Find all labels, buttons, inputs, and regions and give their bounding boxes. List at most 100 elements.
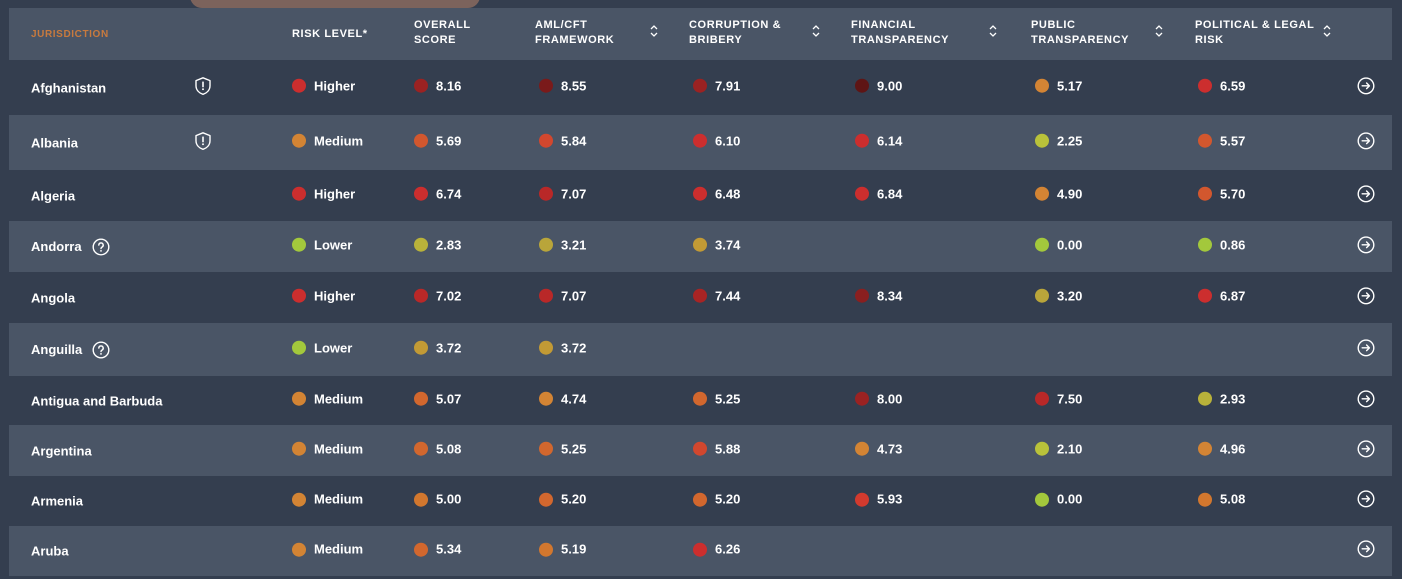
financial-transparency-score: 8.00 xyxy=(855,391,902,406)
score-value: 4.90 xyxy=(1057,186,1083,202)
country-name[interactable]: Aruba xyxy=(31,543,69,559)
country-name[interactable]: Afghanistan xyxy=(31,80,107,95)
help-circle-icon[interactable] xyxy=(92,340,110,359)
header-overall-line2: SCORE xyxy=(414,34,457,46)
score-value: 0.00 xyxy=(1057,491,1083,507)
arrow-right-circle-icon[interactable] xyxy=(1357,131,1375,149)
score-value: 6.87 xyxy=(1220,288,1246,304)
risk-indicator-dot xyxy=(292,237,306,252)
risk-level: Higher xyxy=(292,78,355,93)
shield-alert-icon[interactable] xyxy=(193,76,213,96)
country-name[interactable]: Antigua and Barbuda xyxy=(31,393,163,408)
score-indicator-dot xyxy=(1035,391,1049,406)
header-aml-cft[interactable]: AML/CFT FRAMEWORK xyxy=(535,18,614,48)
sort-corruption-icon[interactable] xyxy=(812,25,820,37)
score-value: 5.07 xyxy=(436,391,462,407)
risk-level-label: Higher xyxy=(314,78,356,94)
table-row[interactable]: Andorra Lower 2.83 3.21 3.74 0.00 0.86 xyxy=(9,221,1392,272)
public-transparency-score: 0.00 xyxy=(1035,492,1082,507)
country-name[interactable]: Andorra xyxy=(31,239,82,254)
header-financial-transparency[interactable]: FINANCIAL TRANSPARENCY xyxy=(851,18,949,48)
sort-political-icon[interactable] xyxy=(1323,25,1331,37)
country-name[interactable]: Anguilla xyxy=(31,342,83,357)
table-row[interactable]: Albania Medium 5.69 5.84 6.10 6.14 2.25 5.57 xyxy=(9,115,1392,170)
risk-level-label: Lower xyxy=(314,237,353,253)
score-value: 5.25 xyxy=(715,391,741,407)
public-transparency-score: 3.20 xyxy=(1035,288,1082,303)
arrow-right-circle-icon[interactable] xyxy=(1357,76,1375,94)
aml-cft-score: 3.72 xyxy=(539,340,586,355)
country-name[interactable]: Albania xyxy=(31,135,78,150)
arrow-right-circle-icon[interactable] xyxy=(1357,490,1375,508)
public-transparency-score: 0.00 xyxy=(1035,237,1082,252)
table-row[interactable]: Armenia Medium 5.00 5.20 5.20 5.93 0.00 5.08 xyxy=(9,476,1392,526)
table-row[interactable]: Afghanistan Higher 8.16 8.55 7.91 9.00 5.17 6.5… xyxy=(9,60,1392,115)
aml-cft-score: 5.20 xyxy=(539,492,586,507)
score-indicator-dot xyxy=(693,186,707,201)
risk-level: Medium xyxy=(292,441,363,456)
score-indicator-dot xyxy=(693,391,707,406)
country-name[interactable]: Armenia xyxy=(31,493,84,509)
header-pol-line1: POLITICAL & LEGAL xyxy=(1195,19,1315,31)
risk-level-label: Higher xyxy=(314,288,356,304)
arrow-right-circle-icon[interactable] xyxy=(1357,338,1375,356)
table-row[interactable]: Algeria Higher 6.74 7.07 6.48 6.84 4.90 5.70 xyxy=(9,170,1392,221)
financial-transparency-score: 6.14 xyxy=(855,133,902,148)
shield-alert-icon[interactable] xyxy=(193,131,213,151)
country-name[interactable]: Angola xyxy=(31,290,76,305)
overall-score: 5.00 xyxy=(414,492,461,507)
header-risk-level[interactable]: RISK LEVEL* xyxy=(292,28,368,40)
public-transparency-score: 4.90 xyxy=(1035,186,1082,201)
header-fin-line2: TRANSPARENCY xyxy=(851,34,950,46)
header-jurisdiction[interactable]: JURISDICTION xyxy=(31,29,109,40)
score-indicator-dot xyxy=(1035,492,1049,507)
sort-aml-icon[interactable] xyxy=(650,25,658,37)
header-political-legal-risk[interactable]: POLITICAL & LEGAL RISK xyxy=(1195,18,1314,48)
corruption-score: 3.74 xyxy=(693,237,740,252)
risk-indicator-dot xyxy=(292,441,306,456)
table-row[interactable]: Argentina Medium 5.08 5.25 5.88 4.73 2.10 4.96 xyxy=(9,425,1392,476)
sort-financial-icon[interactable] xyxy=(989,25,997,37)
jurisdiction-table: JURISDICTION RISK LEVEL* OVERALL SCORE A… xyxy=(9,8,1392,576)
table-row[interactable]: Antigua and Barbuda Medium 5.07 4.74 5.25 8.0… xyxy=(9,376,1392,425)
header-overall-score[interactable]: OVERALL SCORE xyxy=(414,18,471,48)
arrow-right-circle-icon[interactable] xyxy=(1357,439,1375,457)
risk-level-label: Medium xyxy=(314,133,364,149)
score-value: 5.19 xyxy=(561,541,587,557)
corruption-score: 7.91 xyxy=(693,78,740,93)
score-value: 7.02 xyxy=(436,288,462,304)
score-indicator-dot xyxy=(539,492,553,507)
aml-cft-score: 3.21 xyxy=(539,237,586,252)
header-public-transparency[interactable]: PUBLIC TRANSPARENCY xyxy=(1031,18,1129,48)
score-value: 8.34 xyxy=(877,288,903,304)
country-name[interactable]: Argentina xyxy=(31,443,92,458)
score-indicator-dot xyxy=(414,492,428,507)
risk-indicator-dot xyxy=(292,542,306,557)
score-value: 3.21 xyxy=(561,237,587,253)
score-value: 6.10 xyxy=(715,133,741,149)
risk-level: Lower xyxy=(292,237,352,252)
risk-indicator-dot xyxy=(292,186,306,201)
table-row[interactable]: Anguilla Lower 3.72 3.72 xyxy=(9,323,1392,376)
arrow-right-circle-icon[interactable] xyxy=(1357,235,1375,253)
score-indicator-dot xyxy=(1035,78,1049,93)
score-indicator-dot xyxy=(855,441,869,456)
arrow-right-circle-icon[interactable] xyxy=(1357,389,1375,407)
score-value: 3.74 xyxy=(715,237,741,253)
header-corruption-bribery[interactable]: CORRUPTION & BRIBERY xyxy=(689,18,781,48)
country-name[interactable]: Algeria xyxy=(31,188,76,203)
risk-level: Medium xyxy=(292,542,363,557)
arrow-right-circle-icon[interactable] xyxy=(1357,286,1375,304)
help-circle-icon[interactable] xyxy=(92,237,110,256)
sort-public-icon[interactable] xyxy=(1155,25,1163,37)
arrow-right-circle-icon[interactable] xyxy=(1357,184,1375,202)
score-value: 2.83 xyxy=(436,237,462,253)
overall-score: 3.72 xyxy=(414,340,461,355)
arrow-right-circle-icon[interactable] xyxy=(1357,540,1375,558)
score-value: 5.20 xyxy=(561,491,587,507)
risk-level-label: Medium xyxy=(314,391,364,407)
table-row[interactable]: Angola Higher 7.02 7.07 7.44 8.34 3.20 6.87 xyxy=(9,272,1392,323)
table-row[interactable]: Aruba Medium 5.34 5.19 6.26 xyxy=(9,526,1392,576)
country-cell: Anguilla xyxy=(31,340,110,359)
score-value: 5.17 xyxy=(1057,78,1083,94)
